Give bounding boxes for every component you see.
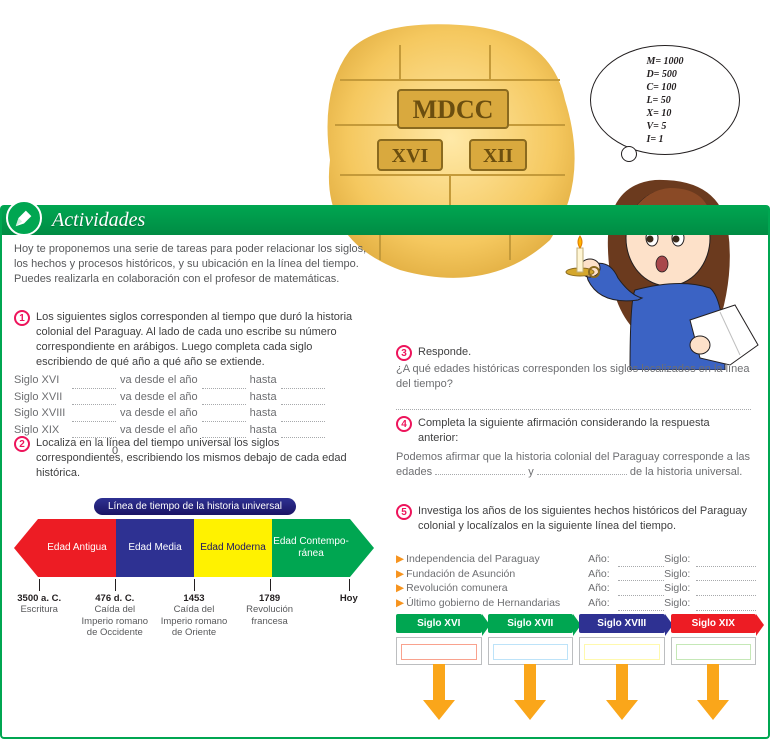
siglo-row: Siglo XVIva desde el añohasta [14,372,369,389]
era-modern: Edad Moderna [194,519,272,577]
question-1: 1 Los siguientes siglos corresponden al … [14,310,369,369]
bullet-5: 5 [396,504,412,520]
triangle-icon: ▶ [396,552,404,567]
roman-values: M= 1000 D= 500 C= 100 L= 50 X= 10 V= 5 I… [646,55,683,146]
triangle-icon: ▶ [396,581,404,596]
century-arrows: Siglo XVISiglo XVIISiglo XVIIISiglo XIX [396,614,756,665]
bullet-4: 4 [396,416,412,432]
facts-list: ▶Independencia del ParaguayAño:Siglo: ▶F… [396,552,756,611]
century-box: Siglo XVIII [579,614,665,665]
inscription-top: MDCC [413,95,494,124]
bullet-1: 1 [14,310,30,326]
siglo-row: Siglo XVIIIva desde el añohasta [14,405,369,422]
century-box: Siglo XIX [671,614,757,665]
inscription-right: XII [483,145,513,167]
bullet-3: 3 [396,345,412,361]
era-ancient: Edad Antigua [38,519,116,577]
intro-text: Hoy te proponemos una serie de tareas pa… [14,242,369,287]
siglo-row: Siglo XVIIva desde el añohasta [14,389,369,406]
triangle-icon: ▶ [396,567,404,582]
arrow-right-icon [350,519,374,577]
question-4: 4 Completa la siguiente afirmación consi… [396,416,751,446]
question-3-sub: ¿A qué edades históricas corresponden lo… [396,362,751,410]
question-3: 3 Responde. [396,345,751,361]
timeline-zero: 0 [112,445,118,457]
timeline-markers: 3500 a. C.Escritura476 d. C.Caída del Im… [14,579,374,719]
question-2: 2 Localiza en la línea del tiempo univer… [14,436,369,481]
siglo-fill-table: Siglo XVIva desde el añohasta Siglo XVII… [14,372,369,438]
answer-line[interactable] [396,398,751,410]
universal-timeline: Línea de tiempo de la historia universal… [14,498,374,719]
era-medieval: Edad Media [116,519,194,577]
timeline-title: Línea de tiempo de la historia universal [94,498,296,515]
inscription-left: XVI [392,145,429,167]
question-5: 5 Investiga los años de los siguientes h… [396,504,751,534]
triangle-icon: ▶ [396,596,404,611]
era-contemporary: Edad Contempo- ránea [272,519,350,577]
arrow-left-icon [14,519,38,577]
speech-bubble: M= 1000 D= 500 C= 100 L= 50 X= 10 V= 5 I… [590,45,740,155]
bullet-2: 2 [14,436,30,452]
century-box: Siglo XVI [396,614,482,665]
question-4-sub: Podemos afirmar que la historia colonial… [396,450,751,480]
century-box: Siglo XVII [488,614,574,665]
